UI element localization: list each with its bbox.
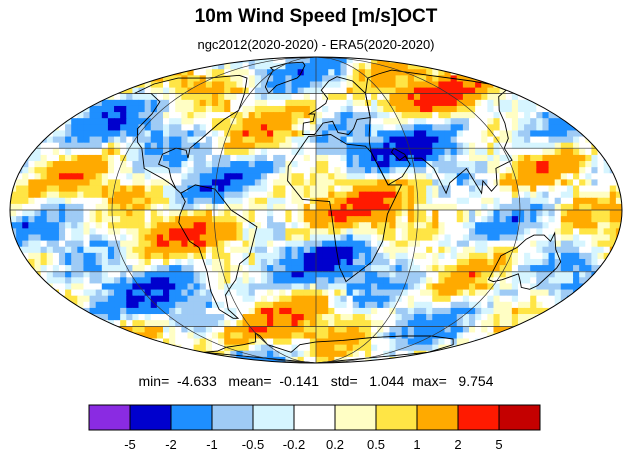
colorbar-tick-label: 5 — [495, 437, 503, 452]
stat-min-label: min= — [138, 373, 170, 389]
colorbar-swatch — [375, 404, 418, 431]
colorbar-tick-label: -1 — [206, 437, 218, 452]
stat-std: 1.044 — [369, 373, 405, 389]
north-america-outline — [134, 74, 248, 194]
stat-std-label: std= — [330, 373, 358, 389]
longitude-line — [111, 57, 317, 363]
colorbar-tick-label: 0.2 — [325, 437, 345, 452]
colorbar-swatch — [252, 404, 295, 431]
colorbar-swatch — [457, 404, 500, 431]
map-title: 10m Wind Speed [m/s]OCT — [194, 6, 438, 27]
colorbar-swatch — [416, 404, 459, 431]
longitude-line — [213, 57, 317, 363]
land-outlines — [134, 61, 562, 363]
longitude-line — [315, 57, 419, 363]
africa-outline — [287, 134, 403, 283]
colorbar-swatch — [293, 404, 336, 431]
greenland-outline — [264, 61, 306, 95]
stats-line: min= -4.633 mean= -0.141 std= 1.044 max=… — [0, 373, 632, 389]
colorbar-swatch — [170, 404, 213, 431]
map-subtitle: ngc2012(2020-2020) - ERA5(2020-2020) — [197, 37, 435, 52]
colorbar-swatch — [334, 404, 377, 431]
colorbar-tick-label: -0.5 — [241, 437, 265, 452]
colorbar-swatch — [211, 404, 254, 431]
colorbar-tick-label: -2 — [165, 437, 177, 452]
antarctica-outline — [203, 332, 454, 363]
colorbar-swatch — [88, 404, 131, 431]
stat-max-label: max= — [412, 373, 447, 389]
colorbar-swatch — [498, 404, 541, 431]
longitude-line — [315, 57, 521, 363]
colorbar-tick-label: 2 — [454, 437, 462, 452]
stat-mean-label: mean= — [228, 373, 272, 389]
australia-outline — [487, 231, 562, 290]
graticule — [10, 57, 622, 363]
colorbar-tick-label: 1 — [413, 437, 421, 452]
stat-min: -4.633 — [177, 373, 217, 389]
colorbar-tick-label: 0.5 — [366, 437, 386, 452]
colorbar-tick-label: -5 — [124, 437, 136, 452]
colorbar-tick-label: -0.2 — [282, 437, 306, 452]
colorbar-swatch — [129, 404, 172, 431]
asia-outline — [365, 69, 513, 195]
map-border — [9, 56, 623, 364]
stat-max: 9.754 — [458, 373, 494, 389]
stat-mean: -0.141 — [279, 373, 320, 389]
europe-outline — [302, 76, 371, 135]
south-america-outline — [178, 184, 258, 319]
